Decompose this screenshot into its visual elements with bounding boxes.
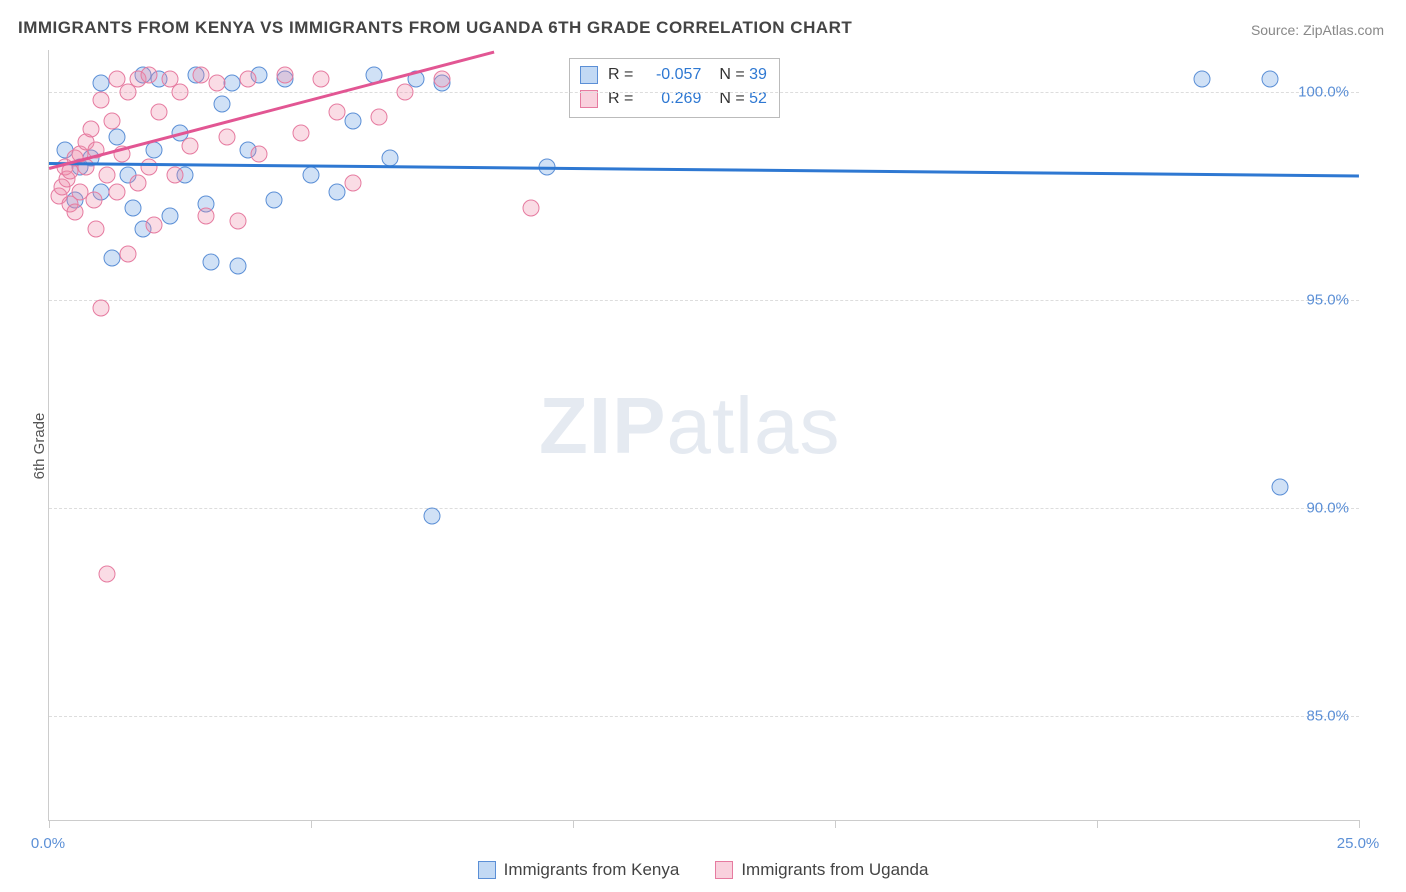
data-point-kenya: [124, 200, 141, 217]
data-point-kenya: [203, 254, 220, 271]
x-tick: [573, 820, 574, 828]
data-point-kenya: [423, 508, 440, 525]
data-point-uganda: [219, 129, 236, 146]
data-point-uganda: [523, 200, 540, 217]
x-tick: [1097, 820, 1098, 828]
data-point-uganda: [85, 191, 102, 208]
y-tick-label: 100.0%: [1298, 83, 1349, 100]
watermark-atlas: atlas: [666, 381, 840, 470]
data-point-kenya: [329, 183, 346, 200]
data-point-uganda: [276, 66, 293, 83]
n-label: N = 39: [719, 66, 767, 84]
data-point-uganda: [313, 71, 330, 88]
data-point-uganda: [192, 66, 209, 83]
gridline: [49, 92, 1359, 93]
x-tick: [311, 820, 312, 828]
trend-line-kenya: [49, 162, 1359, 177]
data-point-uganda: [172, 83, 189, 100]
correlation-stats-legend: R = -0.057 N = 39 R = 0.269 N = 52: [569, 58, 780, 118]
chart-title: IMMIGRANTS FROM KENYA VS IMMIGRANTS FROM…: [18, 18, 852, 38]
x-tick-label: 25.0%: [1337, 835, 1380, 852]
data-point-uganda: [88, 220, 105, 237]
data-point-uganda: [344, 175, 361, 192]
source-attribution: Source: ZipAtlas.com: [1251, 22, 1384, 38]
y-tick-label: 85.0%: [1306, 707, 1349, 724]
data-point-uganda: [371, 108, 388, 125]
x-tick: [835, 820, 836, 828]
gridline: [49, 716, 1359, 717]
data-point-uganda: [98, 566, 115, 583]
gridline: [49, 300, 1359, 301]
stats-row-kenya: R = -0.057 N = 39: [580, 63, 767, 87]
data-point-uganda: [240, 71, 257, 88]
swatch-uganda: [580, 90, 598, 108]
data-point-kenya: [161, 208, 178, 225]
data-point-uganda: [103, 112, 120, 129]
data-point-kenya: [224, 75, 241, 92]
gridline: [49, 508, 1359, 509]
data-point-uganda: [198, 208, 215, 225]
data-point-uganda: [434, 71, 451, 88]
data-point-uganda: [166, 166, 183, 183]
data-point-uganda: [292, 125, 309, 142]
data-point-uganda: [130, 175, 147, 192]
data-point-kenya: [1193, 71, 1210, 88]
r-value: -0.057: [641, 66, 701, 84]
watermark-zip: ZIP: [539, 381, 666, 470]
legend-item-uganda: Immigrants from Uganda: [715, 860, 928, 880]
data-point-uganda: [119, 245, 136, 262]
swatch-kenya: [478, 861, 496, 879]
data-point-uganda: [67, 204, 84, 221]
data-point-uganda: [93, 300, 110, 317]
scatter-plot-area: ZIPatlas R = -0.057 N = 39 R = 0.269 N = 52 8…: [48, 50, 1359, 821]
data-point-uganda: [82, 121, 99, 138]
data-point-uganda: [397, 83, 414, 100]
data-point-kenya: [103, 250, 120, 267]
data-point-uganda: [98, 166, 115, 183]
swatch-kenya: [580, 66, 598, 84]
legend-label: Immigrants from Uganda: [741, 860, 928, 880]
watermark: ZIPatlas: [539, 380, 840, 472]
data-point-uganda: [93, 91, 110, 108]
data-point-uganda: [140, 158, 157, 175]
trend-line-uganda: [49, 50, 495, 169]
y-axis-label: 6th Grade: [31, 413, 48, 480]
n-label: N = 52: [719, 90, 767, 108]
y-tick-label: 90.0%: [1306, 499, 1349, 516]
data-point-kenya: [109, 129, 126, 146]
stats-row-uganda: R = 0.269 N = 52: [580, 87, 767, 111]
x-tick: [1359, 820, 1360, 828]
data-point-kenya: [303, 166, 320, 183]
data-point-uganda: [109, 183, 126, 200]
data-point-kenya: [1272, 479, 1289, 496]
data-point-uganda: [329, 104, 346, 121]
r-value: 0.269: [641, 90, 701, 108]
data-point-uganda: [208, 75, 225, 92]
data-point-uganda: [145, 216, 162, 233]
data-point-kenya: [93, 75, 110, 92]
data-point-kenya: [381, 150, 398, 167]
data-point-kenya: [145, 141, 162, 158]
x-tick-label: 0.0%: [31, 835, 65, 852]
data-point-kenya: [344, 112, 361, 129]
y-tick-label: 95.0%: [1306, 291, 1349, 308]
data-point-uganda: [250, 146, 267, 163]
data-point-kenya: [229, 258, 246, 275]
x-tick: [49, 820, 50, 828]
data-point-kenya: [213, 96, 230, 113]
legend-label: Immigrants from Kenya: [504, 860, 680, 880]
data-point-kenya: [266, 191, 283, 208]
data-point-uganda: [140, 66, 157, 83]
r-label: R =: [608, 90, 633, 108]
series-legend: Immigrants from Kenya Immigrants from Uga…: [0, 860, 1406, 884]
swatch-uganda: [715, 861, 733, 879]
r-label: R =: [608, 66, 633, 84]
legend-item-kenya: Immigrants from Kenya: [478, 860, 680, 880]
data-point-uganda: [182, 137, 199, 154]
data-point-uganda: [151, 104, 168, 121]
data-point-kenya: [1261, 71, 1278, 88]
data-point-uganda: [229, 212, 246, 229]
